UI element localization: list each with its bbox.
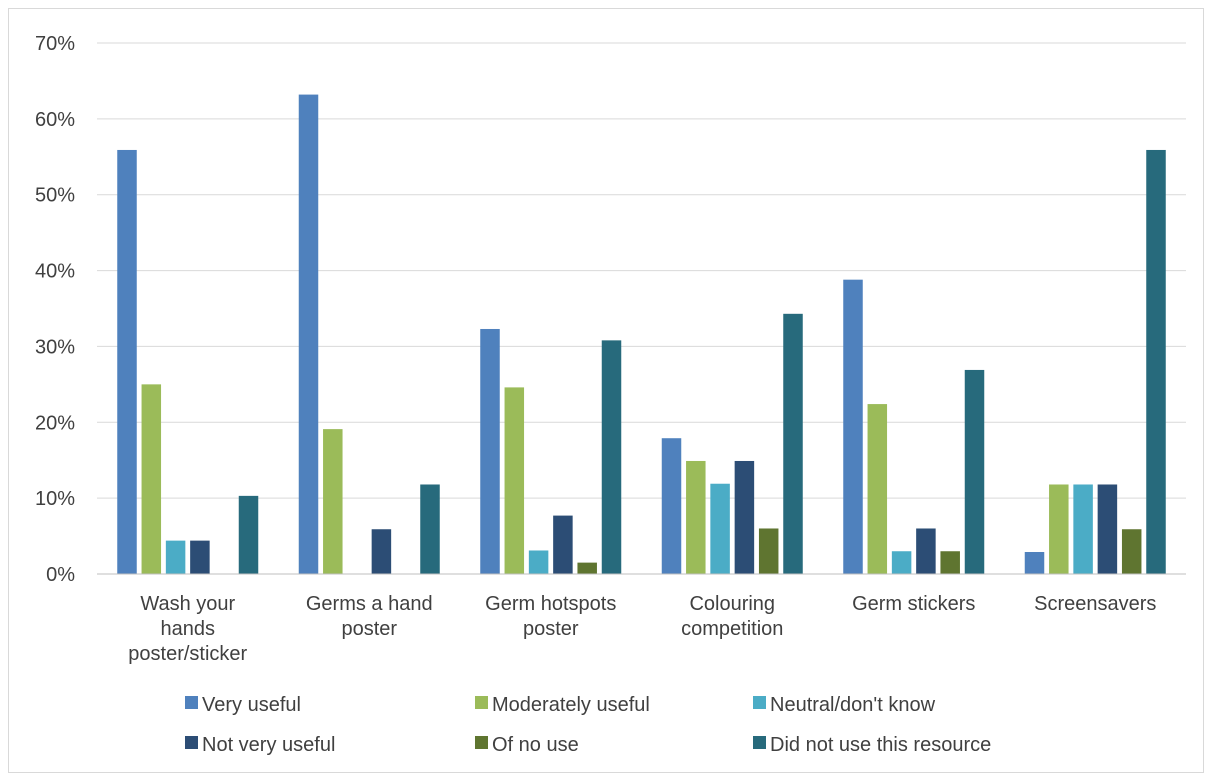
bar: [420, 484, 440, 574]
bar: [480, 328, 500, 574]
bar: [758, 528, 779, 574]
y-tick-label: 50%: [35, 185, 75, 207]
bar: [553, 515, 573, 574]
x-category-label: Wash your hands poster/sticker: [128, 593, 247, 665]
bar: [783, 313, 803, 574]
legend-swatch: [185, 736, 198, 749]
bar: [964, 369, 985, 574]
bar: [1024, 552, 1045, 574]
x-category-label: Germ stickers: [852, 593, 975, 615]
y-tick-label: 0%: [46, 564, 75, 586]
bar: [891, 551, 912, 574]
x-axis-categories: Wash your hands poster/sticker Germs a hand…: [128, 593, 1156, 665]
bar: [661, 438, 682, 574]
legend-label: Neutral/don't know: [770, 694, 936, 716]
legend-label: Of no use: [492, 734, 579, 756]
bar: [916, 528, 936, 574]
bar: [1146, 149, 1166, 575]
bar: [528, 550, 549, 574]
bar: [1049, 484, 1069, 574]
bars: [117, 94, 1166, 575]
y-tick-label: 70%: [35, 33, 75, 55]
bar: [867, 404, 888, 574]
bar: [323, 429, 343, 574]
y-tick-label: 40%: [35, 261, 75, 283]
legend-label: Not very useful: [202, 734, 335, 756]
bar: [1097, 484, 1118, 574]
bar: [504, 387, 525, 574]
legend-swatch: [475, 696, 488, 709]
bar: [141, 384, 162, 574]
bar: [686, 460, 706, 574]
legend-swatch: [475, 736, 488, 749]
y-tick-label: 60%: [35, 109, 75, 131]
bar: [1073, 484, 1093, 574]
bar: [190, 540, 210, 574]
legend-swatch: [753, 696, 766, 709]
y-tick-label: 30%: [35, 336, 75, 358]
legend-label: Moderately useful: [492, 694, 650, 716]
bar: [734, 460, 755, 574]
gridlines: [97, 42, 1186, 499]
x-category-label: Colouring competition: [681, 593, 783, 640]
x-category-label: Germs a hand poster: [306, 593, 433, 640]
bar: [165, 540, 186, 574]
bar: [371, 529, 392, 574]
x-category-label: Germ hotspots poster: [485, 593, 616, 640]
legend-swatch: [185, 696, 198, 709]
y-tick-label: 10%: [35, 488, 75, 510]
legend-swatch: [753, 736, 766, 749]
y-tick-label: 20%: [35, 412, 75, 434]
legend-label: Very useful: [202, 694, 301, 716]
bar: [710, 483, 730, 574]
bar: [577, 562, 597, 574]
bar: [1121, 529, 1142, 574]
bar: [940, 551, 960, 574]
bar: [238, 495, 259, 574]
bar: [298, 94, 319, 574]
bar: [117, 149, 137, 575]
bar: [601, 340, 622, 574]
legend-label: Did not use this resource: [770, 734, 991, 756]
legend: Very useful Moderately useful Neutral/don'…: [185, 694, 991, 756]
y-axis-ticks: 0% 10% 20% 30% 40% 50% 60% 70%: [35, 33, 75, 586]
x-category-label: Screensavers: [1034, 593, 1156, 615]
bar: [843, 279, 863, 574]
